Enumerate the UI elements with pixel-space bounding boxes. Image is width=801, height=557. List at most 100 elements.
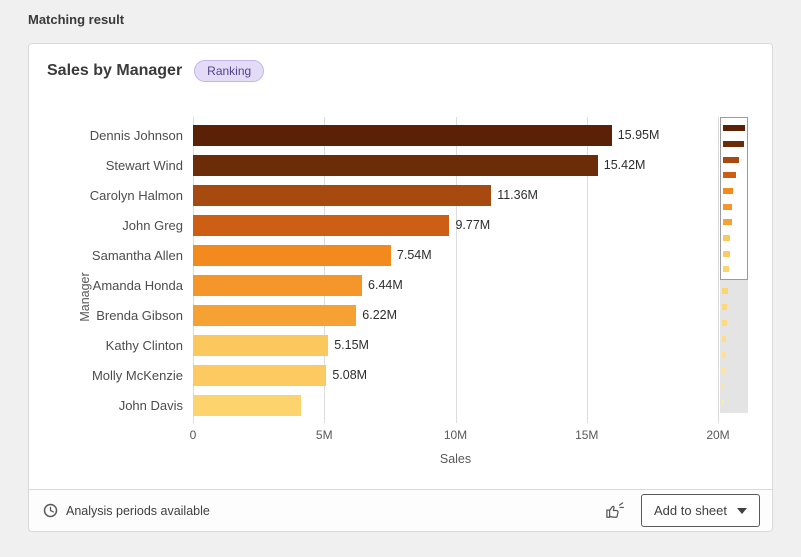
minimap-bar: [722, 399, 724, 406]
category-label: Molly McKenzie: [91, 367, 183, 383]
minimap-view-window[interactable]: [720, 117, 748, 281]
gridline: [324, 117, 326, 424]
bar-row: Amanda Honda 6.44M: [63, 270, 772, 300]
minimap-bar: [723, 266, 729, 273]
analysis-periods-status: Analysis periods available: [43, 503, 210, 518]
bar-track: 15.42M: [193, 154, 718, 176]
category-label: Brenda Gibson: [96, 307, 183, 323]
minimap-bar: [723, 125, 745, 132]
category-label: Samantha Allen: [91, 247, 183, 263]
minimap-bar: [722, 288, 728, 295]
x-tick-label: 0: [189, 428, 197, 443]
bar-track: 5.08M: [193, 364, 718, 386]
bar-row: Dennis Johnson 15.95M: [63, 120, 772, 150]
bar[interactable]: [193, 304, 357, 326]
status-text: Analysis periods available: [66, 503, 210, 518]
bar-track: 11.36M: [193, 184, 718, 206]
x-axis-ticks: 0 5M 10M 15M 20M: [189, 428, 730, 446]
bar[interactable]: [193, 334, 329, 356]
minimap-bar: [722, 304, 728, 311]
bar[interactable]: [193, 184, 492, 206]
page-title: Matching result: [28, 12, 125, 27]
chart-plot-area: Manager Dennis Johnson 15.95M Stewart Wind…: [63, 117, 772, 424]
category-label: Stewart Wind: [105, 157, 183, 173]
bar[interactable]: [193, 364, 327, 386]
bar-row: Stewart Wind 15.42M: [63, 150, 772, 180]
bar-track: 6.44M: [193, 274, 718, 296]
gridline: [455, 117, 457, 424]
value-label: 5.08M: [332, 368, 368, 383]
bar-row: John Davis: [63, 390, 772, 420]
minimap-bar: [723, 156, 739, 163]
bar[interactable]: [193, 394, 301, 416]
insight-card: Sales by Manager Ranking Manager Dennis …: [28, 43, 773, 532]
bar[interactable]: [193, 244, 391, 266]
add-to-sheet-label: Add to sheet: [654, 503, 727, 518]
bar-track: 5.15M: [193, 334, 718, 356]
chart-minimap-scrollbar[interactable]: [720, 117, 748, 414]
bar-row: Samantha Allen 7.54M: [63, 240, 772, 270]
x-tick-label: 5M: [315, 428, 333, 443]
value-label: 15.42M: [603, 158, 646, 173]
card-footer: Analysis periods available Add to sheet: [29, 489, 772, 531]
bar-track: 6.22M: [193, 304, 718, 326]
bar-row: Brenda Gibson 6.22M: [63, 300, 772, 330]
gridline: [193, 117, 194, 424]
x-tick-label: 20M: [706, 428, 730, 443]
category-label: Dennis Johnson: [89, 127, 183, 143]
value-label: 5.15M: [334, 338, 369, 353]
ranking-badge: Ranking: [194, 60, 265, 83]
minimap-bar: [722, 383, 725, 390]
x-tick-label: 15M: [575, 428, 599, 443]
chart-rows: Dennis Johnson 15.95M Stewart Wind 15.42M Ca…: [63, 120, 772, 420]
minimap-bar: [723, 172, 737, 179]
category-label: Kathy Clinton: [105, 337, 183, 353]
footer-actions: Add to sheet: [605, 494, 760, 527]
feedback-thumbs-icon[interactable]: [605, 501, 625, 520]
value-label: 15.95M: [617, 128, 660, 143]
value-label: 11.36M: [497, 188, 538, 203]
clock-icon: [43, 503, 58, 518]
bar-track: 15.95M: [193, 124, 718, 146]
value-label: 9.77M: [455, 218, 491, 233]
bar-row: Molly McKenzie 5.08M: [63, 360, 772, 390]
bar[interactable]: [193, 214, 450, 236]
bar-chart: Manager Dennis Johnson 15.95M Stewart Wind…: [29, 88, 772, 489]
minimap-bar: [722, 367, 725, 374]
category-label: John Davis: [118, 397, 183, 413]
chevron-down-icon: [737, 507, 747, 514]
bar-row: Carolyn Halmon 11.36M: [63, 180, 772, 210]
minimap-bar: [723, 219, 732, 226]
minimap-bar: [722, 319, 727, 326]
minimap-bar: [723, 187, 734, 194]
x-axis-title: Sales: [439, 452, 472, 467]
bar-track: 7.54M: [193, 244, 718, 266]
value-label: 6.44M: [368, 278, 403, 293]
bar[interactable]: [193, 124, 612, 146]
category-label: John Greg: [122, 217, 183, 233]
bar[interactable]: [193, 274, 363, 296]
value-label: 7.54M: [396, 248, 432, 263]
gridline: [586, 117, 588, 424]
value-label: 6.22M: [362, 308, 398, 323]
bar-track: [193, 394, 718, 416]
add-to-sheet-button[interactable]: Add to sheet: [641, 494, 760, 527]
card-header: Sales by Manager Ranking: [29, 44, 772, 88]
category-label: Amanda Honda: [92, 277, 183, 293]
bar-track: 9.77M: [193, 214, 718, 236]
gridlines: [193, 117, 719, 424]
minimap-bar: [723, 234, 731, 241]
minimap-bar: [723, 250, 730, 257]
gridline: [718, 117, 719, 424]
category-label: Carolyn Halmon: [89, 187, 183, 203]
minimap-overflow-area[interactable]: [720, 280, 748, 414]
minimap-bar: [722, 335, 727, 342]
chart-title: Sales by Manager: [47, 62, 183, 80]
minimap-bar: [723, 140, 745, 147]
bar-row: John Greg 9.77M: [63, 210, 772, 240]
bar[interactable]: [193, 154, 598, 176]
bar-row: Kathy Clinton 5.15M: [63, 330, 772, 360]
minimap-bar: [722, 351, 726, 358]
minimap-bar: [723, 203, 732, 210]
